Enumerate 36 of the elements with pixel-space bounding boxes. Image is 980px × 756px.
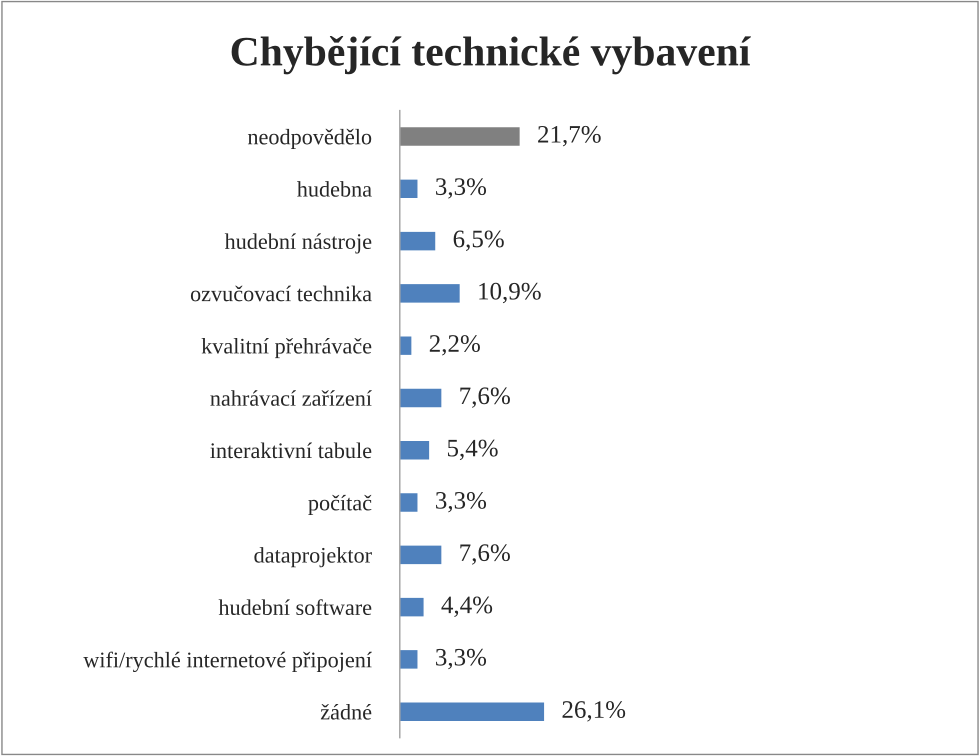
y-tick-label: dataprojektor xyxy=(254,547,372,568)
y-tick-label: hudební nástroje xyxy=(224,233,372,254)
data-label: 4,4% xyxy=(441,596,492,617)
y-tick-label: kvalitní přehrávače xyxy=(202,338,372,358)
data-label: 6,5% xyxy=(454,230,504,251)
bar xyxy=(400,335,413,356)
bar xyxy=(400,544,443,566)
bar xyxy=(400,648,419,670)
data-label: 26,1% xyxy=(562,701,626,722)
bar xyxy=(400,387,443,409)
data-label: 3,3% xyxy=(436,178,486,199)
bar xyxy=(400,596,425,618)
data-label: 5,4% xyxy=(448,440,498,460)
data-label: 2,2% xyxy=(430,335,480,356)
y-tick-label: wifi/rychlé internetové připojení xyxy=(83,652,372,672)
data-label: 3,3% xyxy=(436,492,486,512)
bar xyxy=(400,178,419,200)
y-tick-label: hudební software xyxy=(218,599,372,616)
y-tick-label: počítač xyxy=(308,494,372,516)
data-label: 3,3% xyxy=(436,648,486,670)
y-tick-label: hudebna xyxy=(296,181,372,197)
y-tick-label: interaktivní tabule xyxy=(210,442,372,458)
bar xyxy=(400,492,419,514)
bar xyxy=(400,230,437,252)
bar xyxy=(400,282,462,304)
chart-title: Chybějící technické vybavení xyxy=(232,36,751,74)
bar xyxy=(400,440,431,461)
bar xyxy=(400,701,546,722)
data-label: 7,6% xyxy=(460,387,510,408)
y-tick-label: nahrávací zařízení xyxy=(210,390,372,406)
data-label: 21,7% xyxy=(538,126,601,146)
data-label: 7,6% xyxy=(460,544,510,565)
data-label: 10,9% xyxy=(479,282,541,304)
y-tick-label: žádné xyxy=(320,704,372,720)
y-tick-label: neodpovědělo xyxy=(248,128,372,149)
y-tick-label: ozvučovací technika xyxy=(190,286,372,302)
